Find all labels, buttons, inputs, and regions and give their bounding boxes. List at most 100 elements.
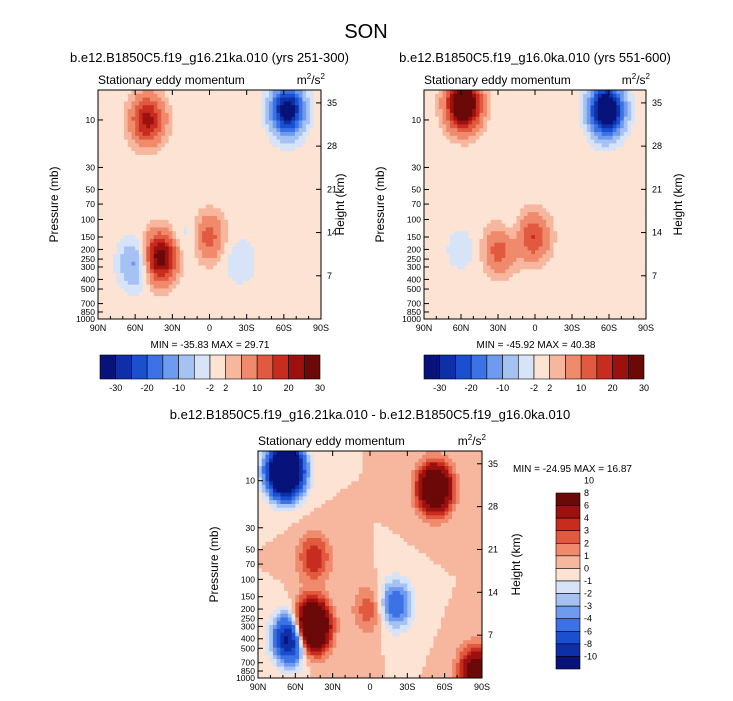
contour-cell xyxy=(124,185,129,190)
contour-cell xyxy=(601,97,606,102)
contour-cell xyxy=(190,277,196,282)
contour-cell xyxy=(457,139,462,144)
contour-cell xyxy=(431,151,436,156)
contour-cell xyxy=(187,131,192,137)
contour-cell xyxy=(138,162,143,167)
contour-cell xyxy=(179,109,184,114)
contour-cell xyxy=(287,204,292,209)
contour-cell xyxy=(202,116,207,121)
contour-cell xyxy=(306,166,311,171)
contour-cell xyxy=(157,124,162,129)
contour-cell xyxy=(150,235,155,240)
contour-cell xyxy=(109,158,114,163)
contour-cell xyxy=(220,185,225,190)
contour-cell xyxy=(287,242,292,247)
contour-cell xyxy=(224,166,229,171)
contour-cell xyxy=(179,166,184,171)
contour-cell xyxy=(583,162,588,167)
contour-cell xyxy=(142,204,147,209)
contour-cell xyxy=(179,128,184,133)
contour-cell xyxy=(157,93,162,99)
contour-cell xyxy=(239,196,244,202)
contour-cell xyxy=(272,261,277,266)
contour-cell xyxy=(283,280,288,286)
contour-cell xyxy=(265,296,270,301)
contour-cell xyxy=(187,238,192,244)
contour-cell xyxy=(172,235,177,240)
contour-cell xyxy=(294,166,300,171)
contour-cell xyxy=(239,219,244,224)
contour-cell xyxy=(623,154,628,160)
contour-cell xyxy=(638,131,643,137)
contour-field xyxy=(98,90,322,320)
contour-cell xyxy=(205,273,210,278)
contour-cell xyxy=(265,101,270,106)
contour-cell xyxy=(250,154,255,160)
contour-cell xyxy=(239,193,244,198)
contour-cell xyxy=(472,139,477,144)
contour-cell xyxy=(150,296,155,301)
contour-cell xyxy=(164,212,170,217)
contour-cell xyxy=(287,93,292,99)
contour-cell xyxy=(183,311,188,316)
contour-cell xyxy=(531,135,536,141)
contour-cell xyxy=(317,112,322,118)
contour-cell xyxy=(302,204,307,209)
contour-cell xyxy=(231,280,236,286)
contour-cell xyxy=(198,235,203,240)
contour-cell xyxy=(634,93,639,99)
contour-cell xyxy=(313,204,318,209)
contour-cell xyxy=(109,90,114,95)
contour-cell xyxy=(198,105,203,110)
contour-cell xyxy=(183,238,188,244)
contour-cell xyxy=(627,166,632,171)
contour-cell xyxy=(490,90,495,95)
contour-cell xyxy=(146,242,151,247)
contour-cell xyxy=(150,139,155,144)
contour-cell xyxy=(424,112,429,118)
contour-cell xyxy=(634,162,639,167)
contour-cell xyxy=(120,193,125,198)
contour-cell xyxy=(479,162,484,167)
contour-cell xyxy=(276,139,281,144)
contour-cell xyxy=(616,147,621,152)
contour-cell xyxy=(153,135,158,141)
contour-cell xyxy=(302,135,307,141)
contour-cell xyxy=(531,93,536,99)
contour-cell xyxy=(442,124,447,129)
contour-cell xyxy=(224,242,229,247)
contour-cell xyxy=(280,105,285,110)
contour-cell xyxy=(257,166,262,171)
contour-cell xyxy=(101,273,106,278)
contour-cell xyxy=(168,196,173,202)
contour-cell xyxy=(634,105,639,110)
contour-cell xyxy=(294,128,300,133)
contour-cell xyxy=(276,273,281,278)
contour-cell xyxy=(127,208,132,213)
contour-cell xyxy=(209,292,214,297)
contour-cell xyxy=(246,292,251,297)
contour-cell xyxy=(306,135,311,141)
contour-cell xyxy=(309,124,314,129)
contour-cell xyxy=(250,246,255,251)
contour-cell xyxy=(216,151,222,156)
contour-cell xyxy=(306,311,311,316)
contour-cell xyxy=(512,143,517,148)
contour-cell xyxy=(98,223,103,228)
contour-cell xyxy=(216,292,222,297)
contour-cell xyxy=(205,296,210,301)
contour-cell xyxy=(280,254,285,259)
contour-cell xyxy=(183,90,188,95)
contour-cell xyxy=(105,284,110,289)
contour-cell xyxy=(486,116,491,121)
contour-cell xyxy=(116,250,121,255)
colorbar-tick-label: -10 xyxy=(172,383,185,393)
contour-cell xyxy=(294,154,300,160)
contour-cell xyxy=(161,277,166,282)
contour-cell xyxy=(220,93,225,99)
contour-cell xyxy=(261,158,266,163)
contour-cell xyxy=(198,170,203,175)
contour-cell xyxy=(516,105,521,110)
contour-cell xyxy=(501,109,506,114)
contour-cell xyxy=(235,185,240,190)
